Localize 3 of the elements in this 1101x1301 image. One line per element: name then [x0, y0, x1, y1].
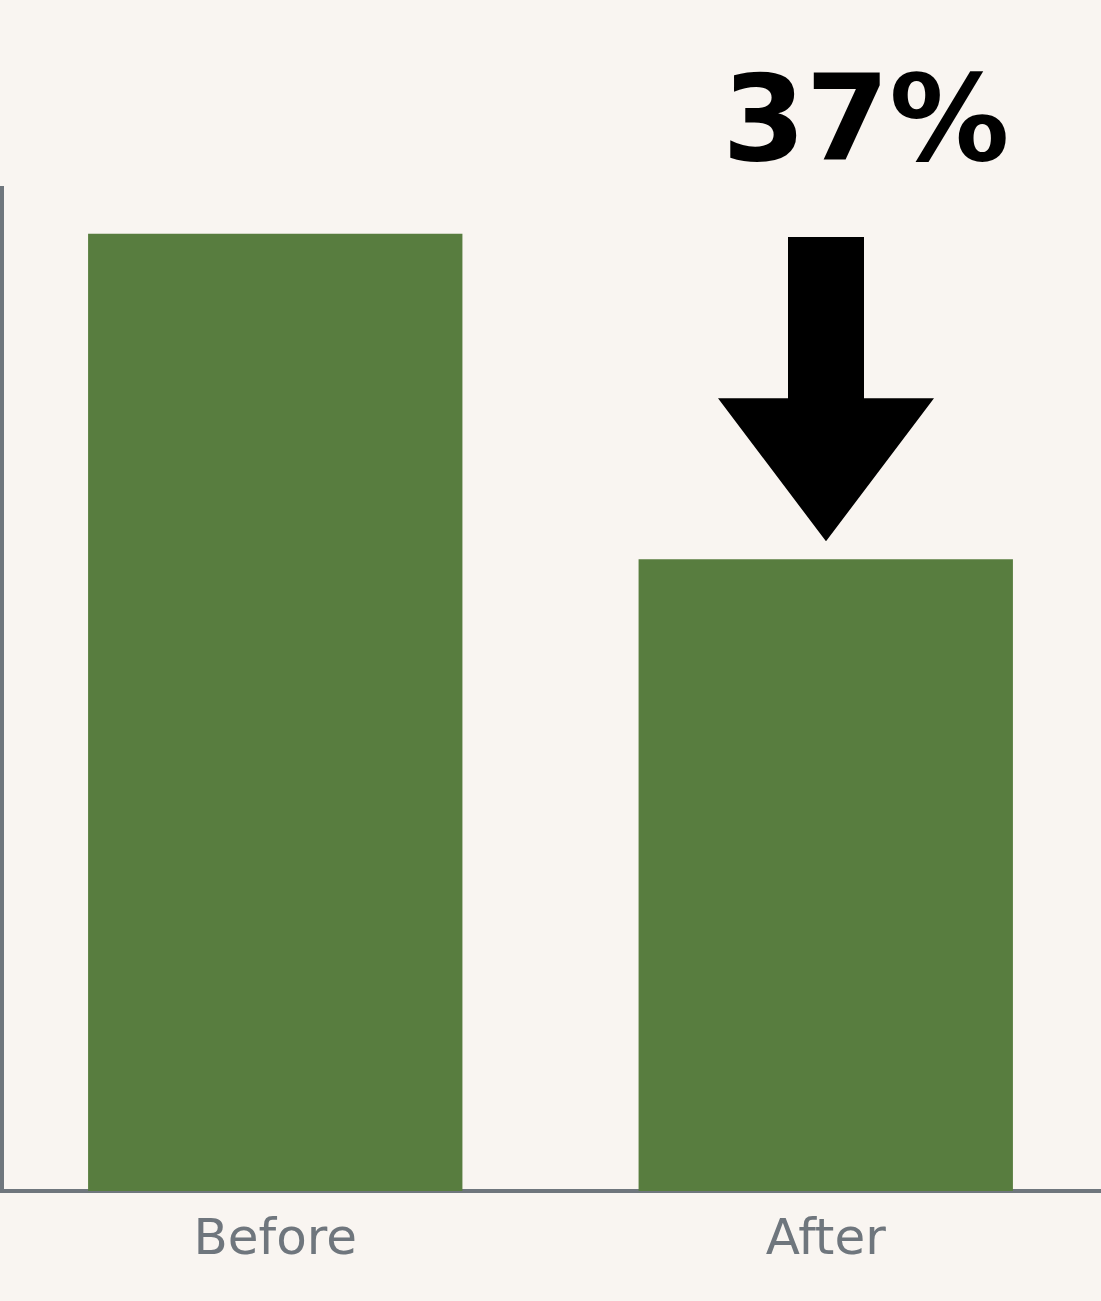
x-tick-label: After	[765, 1207, 887, 1266]
text: 37%	[722, 49, 1010, 188]
x-tick-label: Before	[193, 1207, 357, 1266]
